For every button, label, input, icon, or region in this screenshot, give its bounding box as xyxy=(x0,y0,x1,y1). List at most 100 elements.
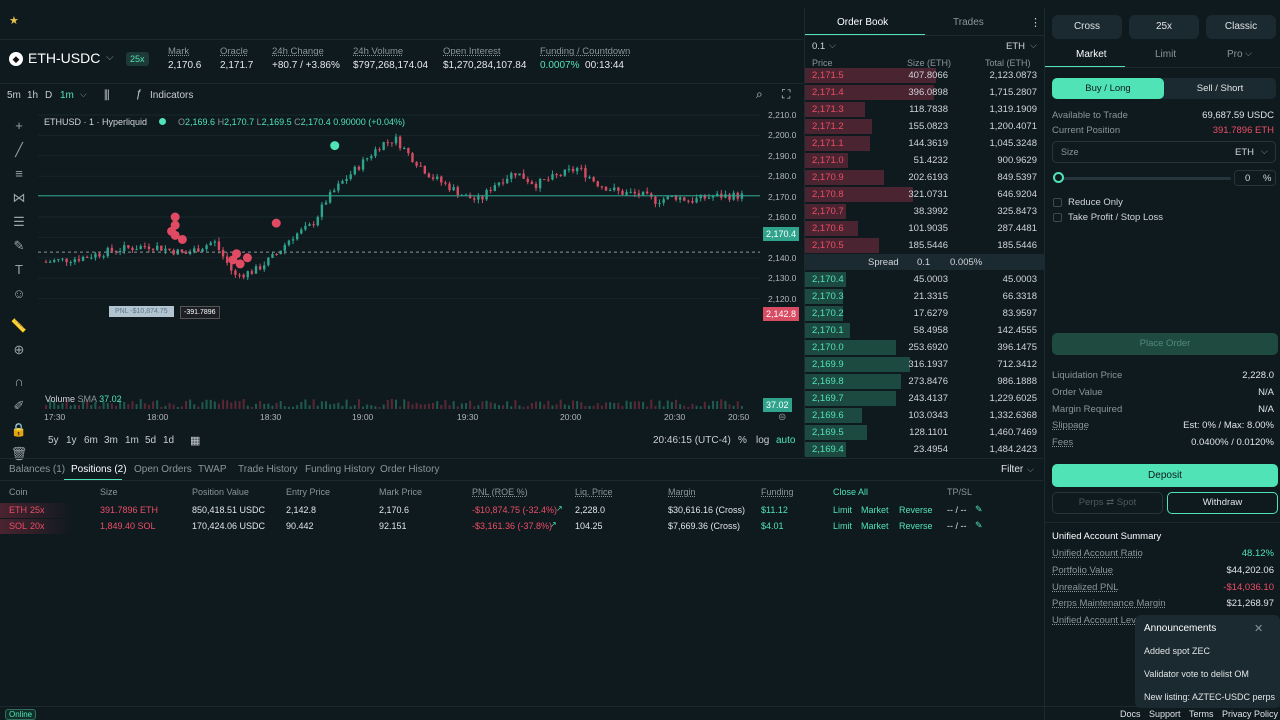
size-percent-input[interactable]: 0 % xyxy=(1234,170,1276,186)
footer-link-privacy[interactable]: Privacy Policy xyxy=(1222,709,1279,719)
trash-icon[interactable]: 🗑 xyxy=(10,446,28,461)
bid-row[interactable]: 2,170.4 45.0003 45.0003 xyxy=(805,271,1044,288)
ask-row[interactable]: 2,170.7 38.3992 325.8473 xyxy=(805,203,1044,220)
position-action-reverse[interactable]: Reverse xyxy=(899,521,933,531)
sell-trade-marker[interactable] xyxy=(242,253,252,263)
range-1y[interactable]: 1y xyxy=(66,435,77,446)
indicators-button[interactable]: Indicators xyxy=(150,90,194,101)
interval-1m[interactable]: 1m xyxy=(60,90,74,101)
order-type-market[interactable]: Market xyxy=(1076,49,1107,60)
ask-row[interactable]: 2,170.6 101.9035 287.4481 xyxy=(805,220,1044,237)
sell-trade-marker[interactable] xyxy=(170,230,180,240)
candle-type-icon[interactable]: ⫼ xyxy=(104,88,110,102)
range-3m[interactable]: 3m xyxy=(104,435,118,446)
ask-row[interactable]: 2,170.8 321.0731 646.9204 xyxy=(805,186,1044,203)
col-header[interactable]: Coin xyxy=(9,487,28,497)
ask-row[interactable]: 2,170.5 185.5446 185.5446 xyxy=(805,237,1044,254)
crosshair-icon[interactable]: + xyxy=(15,118,23,133)
tab-order-book[interactable]: Order Book xyxy=(837,17,889,28)
chevron-down-icon[interactable]: ⌵ xyxy=(106,52,114,63)
size-unit-select[interactable]: ETH xyxy=(1235,147,1254,158)
bid-row[interactable]: 2,169.5 128.1101 1,460.7469 xyxy=(805,424,1044,441)
size-slider[interactable] xyxy=(1053,172,1231,184)
magnet-icon[interactable]: ∩ xyxy=(14,374,24,389)
time-axis-settings-icon[interactable]: ⊜ xyxy=(778,412,787,423)
chevron-down-icon[interactable]: ⌵ xyxy=(829,40,836,50)
chevron-down-icon[interactable]: ⌵ xyxy=(1245,48,1252,58)
chevron-down-icon[interactable]: ⌵ xyxy=(1261,146,1268,156)
log-scale-toggle[interactable]: log xyxy=(756,435,770,446)
position-action-reverse[interactable]: Reverse xyxy=(899,505,933,515)
interval-1h[interactable]: 1h xyxy=(27,90,39,101)
bid-row[interactable]: 2,170.0 253.6920 396.1475 xyxy=(805,339,1044,356)
range-6m[interactable]: 6m xyxy=(84,435,98,446)
unit-select[interactable]: ETH xyxy=(1006,41,1025,52)
tab-funding-history[interactable]: Funding History xyxy=(305,464,376,475)
size-input[interactable]: Size ETH ⌵ xyxy=(1052,141,1276,163)
share-icon[interactable]: ↗ xyxy=(550,520,557,529)
edit-icon[interactable]: ✎ xyxy=(975,504,983,514)
reduce-only-checkbox[interactable] xyxy=(1053,198,1062,207)
indicators-icon[interactable]: ƒ xyxy=(136,88,143,100)
footer-link-support[interactable]: Support xyxy=(1149,709,1181,719)
perps-spot-button[interactable]: Perps ⇄ Spot xyxy=(1052,492,1163,514)
order-type-limit[interactable]: Limit xyxy=(1155,49,1177,60)
slider-handle[interactable] xyxy=(1053,172,1064,183)
range-1m[interactable]: 1m xyxy=(125,435,139,446)
tab-trades[interactable]: Trades xyxy=(953,17,984,28)
range-5d[interactable]: 5d xyxy=(145,435,157,446)
date-range-icon[interactable]: ▦ xyxy=(190,435,201,447)
percent-scale-toggle[interactable]: % xyxy=(738,435,747,446)
tab-open-orders[interactable]: Open Orders xyxy=(134,464,192,475)
tab-twap[interactable]: TWAP xyxy=(198,464,227,475)
sell-trade-marker[interactable] xyxy=(177,234,187,244)
ask-row[interactable]: 2,171.1 144.3619 1,045.3248 xyxy=(805,135,1044,152)
tpsl-checkbox[interactable] xyxy=(1053,213,1062,222)
more-options-icon[interactable]: ⋮ xyxy=(1030,17,1041,29)
chart-area[interactable]: 5m 1h D 1m ⌵ ⫼ ƒ Indicators ⌕ ⛶ + ╱ ≡ ⋈ … xyxy=(0,84,803,461)
ruler-icon[interactable]: 📏 xyxy=(10,318,28,333)
zoom-in-icon[interactable]: ⊕ xyxy=(13,342,25,357)
buy-trade-marker[interactable] xyxy=(330,141,340,151)
announcement-item[interactable]: Validator vote to delist OM xyxy=(1144,669,1249,679)
chevron-down-icon[interactable]: ⌵ xyxy=(80,89,87,99)
bid-row[interactable]: 2,169.6 103.0343 1,332.6368 xyxy=(805,407,1044,424)
sell-trade-marker[interactable] xyxy=(271,218,281,228)
bid-row[interactable]: 2,170.2 17.6279 83.9597 xyxy=(805,305,1044,322)
account-mode-button[interactable]: Classic xyxy=(1206,15,1276,39)
position-action-market[interactable]: Market xyxy=(861,505,889,515)
deposit-button[interactable]: Deposit xyxy=(1052,464,1278,487)
bid-row[interactable]: 2,170.3 21.3315 66.3318 xyxy=(805,288,1044,305)
ask-row[interactable]: 2,171.3 118.7838 1,319.1909 xyxy=(805,101,1044,118)
auto-scale-toggle[interactable]: auto xyxy=(776,435,796,446)
chevron-down-icon[interactable]: ⌵ xyxy=(1027,464,1034,474)
chevron-down-icon[interactable]: ⌵ xyxy=(1030,40,1037,50)
order-type-pro[interactable]: Pro xyxy=(1227,49,1243,60)
pair-name[interactable]: ETH-USDC xyxy=(28,50,101,66)
sell-trade-marker[interactable] xyxy=(235,259,245,269)
ask-row[interactable]: 2,171.4 396.0898 1,715.2807 xyxy=(805,84,1044,101)
close-all-button[interactable]: Close All xyxy=(833,487,869,497)
lock-icon[interactable]: 🔒 xyxy=(10,422,28,437)
leverage-button[interactable]: 25x xyxy=(1129,15,1199,39)
tab-order-history[interactable]: Order History xyxy=(380,464,440,475)
trendline-icon[interactable]: ╱ xyxy=(15,142,23,157)
announcement-item[interactable]: New listing: AZTEC-USDC perps xyxy=(1144,692,1276,702)
tab-balances[interactable]: Balances (1) xyxy=(9,464,66,475)
favorite-star-icon[interactable]: ★ xyxy=(9,15,19,27)
bid-row[interactable]: 2,170.1 58.4958 142.4555 xyxy=(805,322,1044,339)
horizontal-lines-icon[interactable]: ≡ xyxy=(15,166,23,181)
zoom-icon[interactable]: ⌕ xyxy=(756,87,763,101)
position-coin[interactable]: SOL xyxy=(9,521,28,531)
tick-size-select[interactable]: 0.1 xyxy=(812,41,826,52)
range-1d[interactable]: 1d xyxy=(163,435,175,446)
fib-icon[interactable]: ☰ xyxy=(13,214,25,229)
sell-trade-marker[interactable] xyxy=(170,212,180,222)
share-icon[interactable]: ↗ xyxy=(556,504,563,513)
buy-long-button[interactable]: Buy / Long xyxy=(1052,78,1164,99)
edit-icon[interactable]: ✎ xyxy=(975,520,983,530)
bid-row[interactable]: 2,169.8 273.8476 986.1888 xyxy=(805,373,1044,390)
fullscreen-icon[interactable]: ⛶ xyxy=(782,87,791,101)
bid-row[interactable]: 2,169.9 316.1937 712.3412 xyxy=(805,356,1044,373)
interval-5m[interactable]: 5m xyxy=(7,90,21,101)
